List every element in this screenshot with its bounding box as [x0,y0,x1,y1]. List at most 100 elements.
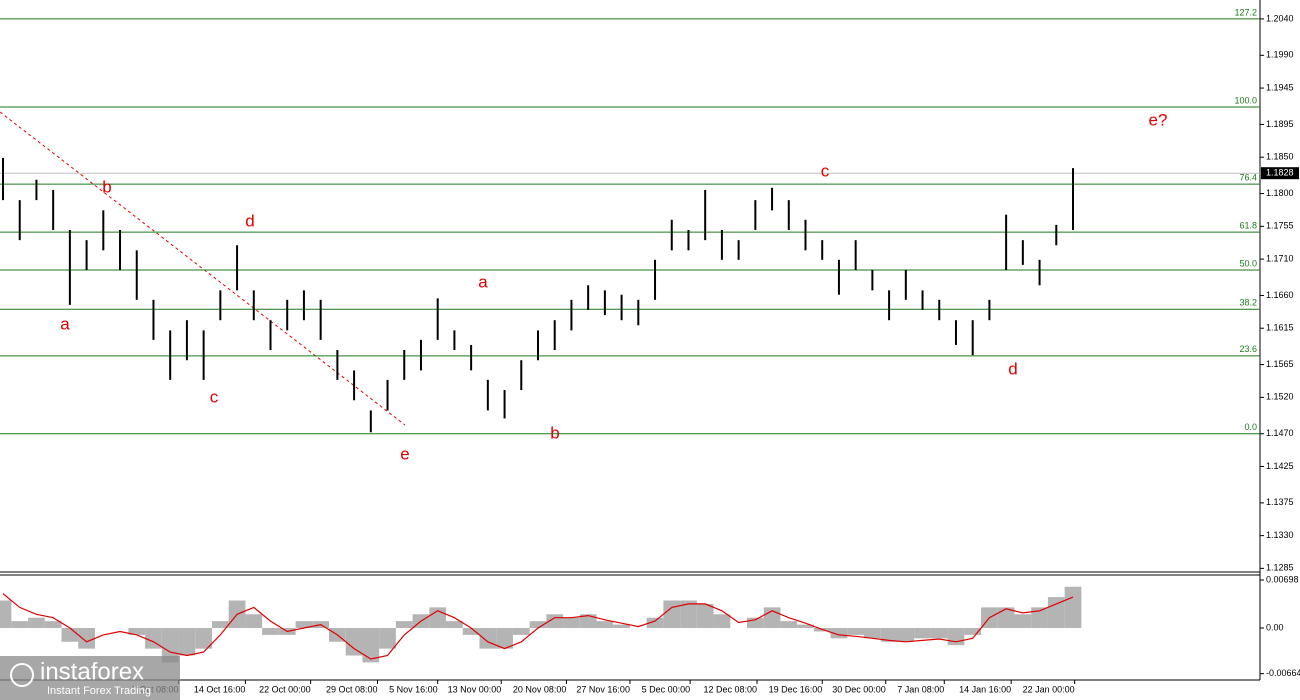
y-tick-label: 1.1945 [1266,82,1294,92]
osc-histogram-bar [44,621,62,629]
fib-level-label: 127.2 [1234,7,1257,17]
wave-label: d [1008,359,1017,378]
osc-histogram-bar [947,628,965,646]
osc-histogram-bar [696,603,714,629]
x-tick-label: 5 Nov 16:00 [389,684,438,694]
osc-histogram-bar [362,628,380,663]
osc-histogram-bar [563,617,580,629]
logo-background [0,656,180,700]
y-tick-label: 1.1990 [1266,50,1294,60]
osc-histogram-bar [1014,614,1032,629]
osc-histogram-bar [61,628,79,642]
logo-tagline: Instant Forex Trading [47,685,151,697]
osc-histogram-bar [579,614,597,629]
fib-level-label: 38.2 [1239,298,1257,308]
y-tick-label: 1.1710 [1266,253,1294,263]
osc-histogram-bar [28,617,45,629]
y-tick-label: 1.1520 [1266,392,1294,402]
x-tick-label: 13 Nov 00:00 [448,684,502,694]
osc-histogram-bar [914,628,931,639]
x-tick-label: 27 Nov 16:00 [576,684,630,694]
logo: instaforex Instant Forex Trading [0,656,180,700]
x-tick-label: 5 Dec 00:00 [642,684,691,694]
x-tick-label: 19 Dec 16:00 [769,684,823,694]
osc-histogram-bar [11,621,29,629]
osc-histogram-bar [145,628,162,649]
y-tick-label: 1.1850 [1266,152,1294,162]
x-tick-label: 12 Dec 08:00 [703,684,757,694]
fib-level-label: 50.0 [1239,258,1257,268]
osc-histogram-bar [161,628,179,663]
osc-y-tick-label: -0.00664 [1266,668,1300,678]
x-tick-label: 20 Nov 08:00 [513,684,567,694]
x-tick-label: 14 Oct 16:00 [194,684,246,694]
current-price-label: 1.1828 [1266,168,1294,178]
osc-histogram-bar [897,628,915,642]
osc-histogram-bar [680,600,697,629]
osc-histogram-bar [997,607,1015,629]
wave-label: a [60,314,70,333]
osc-histogram-bar [512,628,530,635]
osc-histogram-bar [746,617,764,629]
plot-layer: 1.2040 1.1990 1.1945 1.1895 1.1850 1.1800 1.17… [0,7,1300,694]
osc-histogram-bar [880,628,898,642]
y-tick-label: 1.1800 [1266,188,1294,198]
wave-label: e? [1149,110,1168,129]
wave-label: b [550,423,559,442]
fib-level-label: 0.0 [1244,422,1257,432]
osc-histogram-bar [529,621,547,629]
logo-brand: instaforex [40,658,144,685]
y-tick-label: 1.1470 [1266,428,1294,438]
osc-histogram-bar [395,621,413,629]
fib-level-label: 23.6 [1239,344,1257,354]
osc-histogram-bar [178,628,196,656]
wave-label: d [245,211,254,230]
osc-histogram-bar [211,621,229,629]
osc-histogram-bar [646,617,664,629]
x-tick-label: 30 Dec 00:00 [832,684,886,694]
osc-histogram-bar [479,628,497,649]
osc-histogram-bar [1031,607,1048,629]
osc-y-tick-label: 0.00 [1266,622,1284,632]
osc-histogram-bar [345,628,363,656]
wave-label: a [478,272,488,291]
x-tick-label: 14 Jan 16:00 [959,684,1011,694]
osc-histogram-bar [128,628,146,635]
wave-label: c [210,387,219,406]
osc-histogram-bar [797,624,814,629]
osc-histogram-bar [780,621,798,629]
osc-histogram-bar [613,624,630,629]
y-tick-label: 1.1660 [1266,290,1294,300]
wave-label: c [821,161,830,180]
wave-label: e [400,444,409,463]
osc-histogram-bar [379,628,396,649]
y-tick-label: 1.1755 [1266,221,1294,231]
osc-histogram-bar [847,628,865,635]
x-tick-label: 7 Jan 08:00 [897,684,944,694]
x-tick-label: 22 Oct 00:00 [259,684,311,694]
logo-icon [10,663,34,687]
wave-label: b [102,177,111,196]
osc-signal-line [2,593,1074,660]
osc-histogram-bar [0,600,12,629]
osc-histogram-bar [446,621,463,629]
osc-histogram-bar [1047,597,1065,629]
y-tick-label: 1.1285 [1266,563,1294,573]
osc-histogram-bar [864,628,881,639]
y-tick-label: 1.1425 [1266,461,1294,471]
osc-histogram-bar [713,614,731,629]
current-price-box [1261,167,1299,180]
osc-histogram-bar [245,614,263,629]
osc-histogram-bar [663,600,681,629]
fib-level-label: 76.4 [1239,172,1257,182]
y-tick-label: 1.1895 [1266,119,1294,129]
osc-histogram-bar [1064,586,1082,629]
y-tick-label: 1.1330 [1266,530,1294,540]
osc-histogram-bar [830,628,848,639]
osc-histogram-bar [295,621,313,629]
osc-histogram-bar [964,628,982,635]
osc-histogram-bar [195,628,212,649]
